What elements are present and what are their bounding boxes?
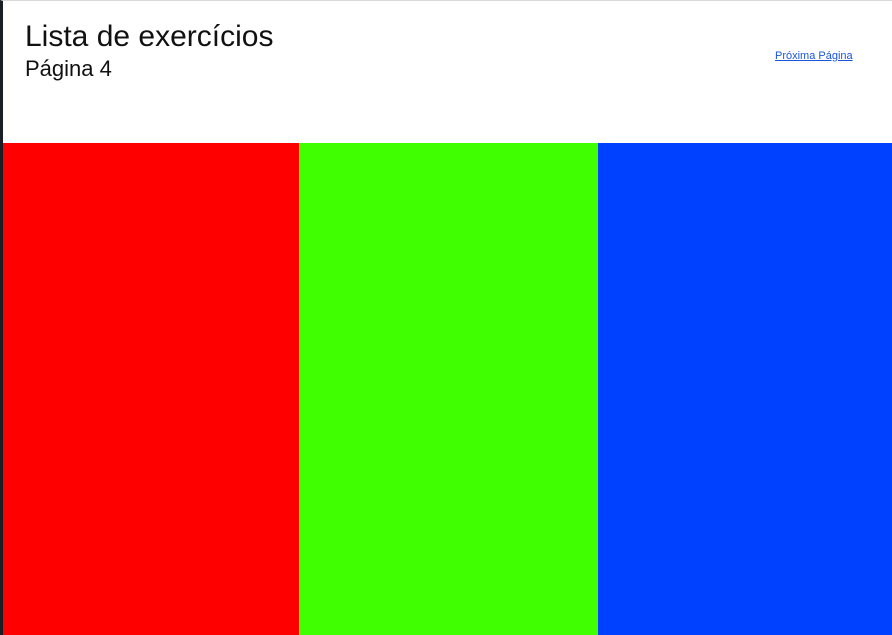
green-panel xyxy=(299,143,598,635)
page-subtitle: Página 4 xyxy=(25,56,112,81)
blue-panel xyxy=(598,143,892,635)
page-header: Lista de exercícios Página 4 Próxima Pág… xyxy=(3,1,892,143)
color-columns xyxy=(3,143,892,635)
page-title: Lista de exercícios xyxy=(25,20,274,53)
next-page-link[interactable]: Próxima Página xyxy=(775,50,853,62)
red-panel xyxy=(3,143,299,635)
